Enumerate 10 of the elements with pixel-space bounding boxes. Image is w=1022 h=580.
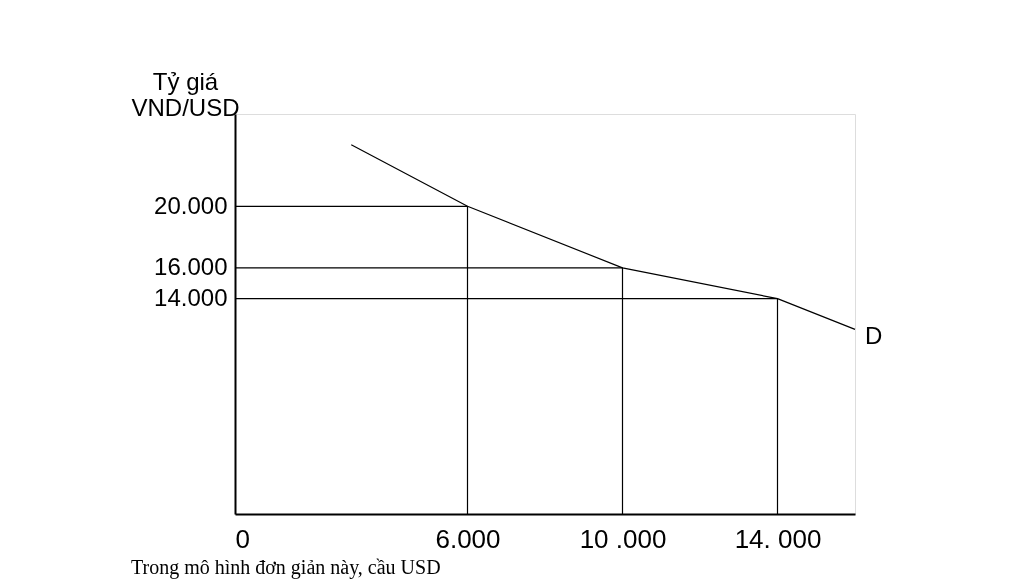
series-label: D [865, 322, 883, 350]
x-tick-label: 6.000 [435, 523, 501, 554]
y-tick-label: 16.000 [154, 253, 228, 281]
text: Trong mô hình đơn giản này, cầu USD [130, 556, 441, 579]
x-tick-label: 14. 000 [734, 523, 822, 554]
x-tick-label: 10 .000 [579, 523, 667, 554]
x-tick-label: 0 [235, 523, 250, 554]
y-axis-title: Tỷ giá VND/USD [131, 67, 240, 121]
y-tick-label: 20.000 [154, 191, 228, 219]
y-tick-label: 14.000 [154, 284, 228, 312]
